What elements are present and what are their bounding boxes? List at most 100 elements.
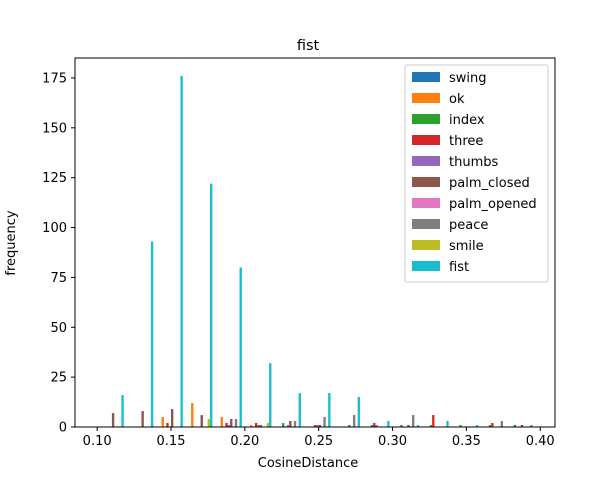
- bar-palm_closed-bin-3: [200, 415, 203, 427]
- bar-fist-bin-2: [180, 75, 183, 427]
- legend-swatch-ok: [412, 93, 440, 103]
- bar-fist-bin-6: [298, 393, 301, 427]
- x-tick-label: 0.25: [304, 434, 333, 449]
- legend-label-palm_opened: palm_opened: [449, 197, 537, 212]
- bar-ok-bin-4: [220, 417, 223, 427]
- bar-palm_closed-bin-0: [111, 413, 115, 427]
- y-tick-label: 150: [42, 121, 67, 136]
- bar-thumbs-bin-9: [375, 425, 378, 427]
- bar-fist-bin-8: [357, 397, 361, 427]
- legend-label-thumbs: thumbs: [449, 155, 498, 170]
- bar-palm_closed-bin-5: [259, 425, 262, 427]
- bar-palm_closed-bin-7: [318, 425, 322, 427]
- x-tick-label: 0.15: [157, 434, 186, 449]
- bar-peace-bin-4: [234, 419, 238, 427]
- bar-ok-bin-2: [161, 417, 164, 427]
- bar-palm_closed-bin-6: [289, 421, 292, 427]
- legend-label-index: index: [449, 113, 485, 128]
- bar-three-bin-5: [254, 423, 258, 427]
- x-tick-label: 0.20: [230, 434, 259, 449]
- bar-swing-bin-14: [513, 425, 517, 427]
- bar-palm_closed-bin-8: [348, 425, 351, 427]
- legend-box: [404, 64, 549, 283]
- bar-index-bin-11: [429, 425, 433, 427]
- legend-label-palm_closed: palm_closed: [449, 176, 530, 191]
- bar-peace-bin-7: [323, 417, 326, 427]
- y-tick-label: 75: [50, 271, 67, 286]
- bar-index-bin-6: [282, 423, 285, 427]
- y-axis-ticks: 0 25 50 75 100 125 150 175: [42, 71, 75, 436]
- bar-palm_closed-bin-2: [171, 409, 174, 427]
- bar-palm_closed-bin-4: [230, 419, 233, 427]
- bar-ok-bin-3: [191, 403, 194, 427]
- bar-fist-bin-1: [150, 241, 154, 427]
- x-tick-label: 0.35: [452, 434, 481, 449]
- x-axis-ticks: 0.10 0.15 0.20 0.25 0.30 0.35 0.40: [83, 427, 555, 449]
- y-tick-label: 0: [59, 421, 67, 436]
- bar-three-bin-2: [166, 423, 169, 427]
- legend-swatch-smile: [412, 240, 440, 250]
- x-tick-label: 0.30: [378, 434, 407, 449]
- legend-swatch-three: [412, 135, 440, 145]
- y-tick-label: 50: [50, 321, 67, 336]
- chart-title: fist: [297, 38, 320, 54]
- bar-thumbs-bin-7: [316, 425, 319, 427]
- bar-fist-bin-12: [475, 425, 479, 427]
- bar-index-bin-13: [488, 425, 492, 427]
- bar-thumbs-bin-5: [257, 425, 260, 427]
- y-tick-label: 100: [42, 221, 67, 236]
- bar-three-bin-13: [491, 423, 494, 427]
- bar-peace-bin-8: [352, 415, 356, 427]
- legend-swatch-thumbs: [412, 156, 440, 166]
- y-tick-label: 125: [42, 171, 67, 186]
- bar-three-bin-11: [432, 415, 435, 427]
- bar-index-bin-12: [459, 425, 462, 427]
- x-tick-label: 0.10: [83, 434, 112, 449]
- legend-label-peace: peace: [449, 218, 488, 233]
- bar-peace-bin-13: [500, 421, 504, 427]
- bar-thumbs-bin-4: [227, 425, 231, 427]
- legend-swatch-palm_closed: [412, 177, 440, 187]
- legend-swatch-fist: [412, 261, 440, 271]
- bar-three-bin-14: [520, 425, 524, 427]
- bar-fist-bin-7: [328, 393, 331, 427]
- x-axis-label: CosineDistance: [258, 456, 359, 471]
- bar-smile-bin-3: [207, 419, 210, 427]
- bar-fist-bin-0: [121, 395, 124, 427]
- legend-label-three: three: [449, 134, 483, 149]
- bar-three-bin-7: [313, 425, 317, 427]
- legend-label-fist: fist: [449, 260, 469, 275]
- x-tick-label: 0.40: [526, 434, 555, 449]
- bar-three-bin-9: [373, 423, 376, 427]
- bar-fist-bin-4: [239, 267, 242, 427]
- bar-fist-bin-5: [269, 363, 272, 427]
- bar-peace-bin-6: [293, 421, 297, 427]
- legend-label-ok: ok: [449, 92, 465, 107]
- legend-label-smile: smile: [449, 239, 484, 254]
- legend-swatch-peace: [412, 219, 440, 229]
- legend: swing ok index three thumbs palm_closed palm_o…: [404, 64, 549, 283]
- bar-peace-bin-14: [530, 425, 533, 427]
- plot-frame: [74, 57, 556, 428]
- bar-index-bin-10: [400, 425, 403, 427]
- bar-palm_closed-bin-1: [141, 411, 144, 427]
- bar-fist-bin-10: [416, 425, 420, 427]
- bar-ok-bin-5: [250, 425, 253, 427]
- y-tick-label: 175: [42, 71, 67, 86]
- legend-swatch-swing: [412, 72, 440, 82]
- y-axis-label: frequency: [4, 210, 19, 276]
- legend-label-swing: swing: [449, 71, 487, 86]
- bar-index-bin-9: [370, 425, 374, 427]
- legend-swatch-index: [412, 114, 440, 124]
- bar-fist-bin-11: [446, 421, 449, 427]
- bar-three-bin-4: [225, 423, 228, 427]
- bar-palm_closed-bin-10: [407, 425, 410, 427]
- bar-peace-bin-10: [412, 415, 415, 427]
- legend-swatch-palm_opened: [412, 198, 440, 208]
- bar-fist-bin-9: [387, 421, 390, 427]
- bar-thumbs-bin-6: [286, 425, 290, 427]
- bar-fist-bin-3: [209, 183, 213, 427]
- bars-group: [111, 75, 533, 427]
- bar-smile-bin-5: [266, 423, 270, 427]
